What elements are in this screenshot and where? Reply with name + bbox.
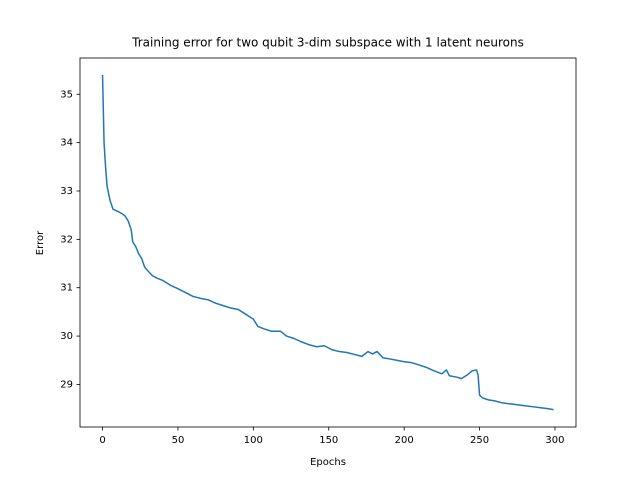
- x-tick-label: 150: [319, 435, 338, 446]
- y-tick-label: 29: [60, 379, 73, 390]
- chart-title: Training error for two qubit 3-dim subsp…: [131, 36, 524, 50]
- y-tick-label: 35: [60, 89, 73, 100]
- x-axis-label: Epochs: [310, 457, 346, 468]
- y-tick-label: 32: [60, 234, 73, 245]
- x-tick-label: 100: [244, 435, 263, 446]
- x-tick-label: 300: [545, 435, 564, 446]
- x-tick-label: 50: [172, 435, 185, 446]
- x-tick-label: 200: [395, 435, 414, 446]
- y-tick-label: 31: [60, 283, 73, 294]
- y-axis-label: Error: [35, 230, 46, 255]
- x-tick-label: 250: [470, 435, 489, 446]
- y-tick-label: 34: [60, 138, 73, 149]
- data-line: [101, 74, 554, 411]
- x-tick-label: 0: [99, 435, 105, 446]
- plot-frame: [79, 57, 577, 428]
- y-tick-label: 33: [60, 186, 73, 197]
- y-tick-label: 30: [60, 331, 73, 342]
